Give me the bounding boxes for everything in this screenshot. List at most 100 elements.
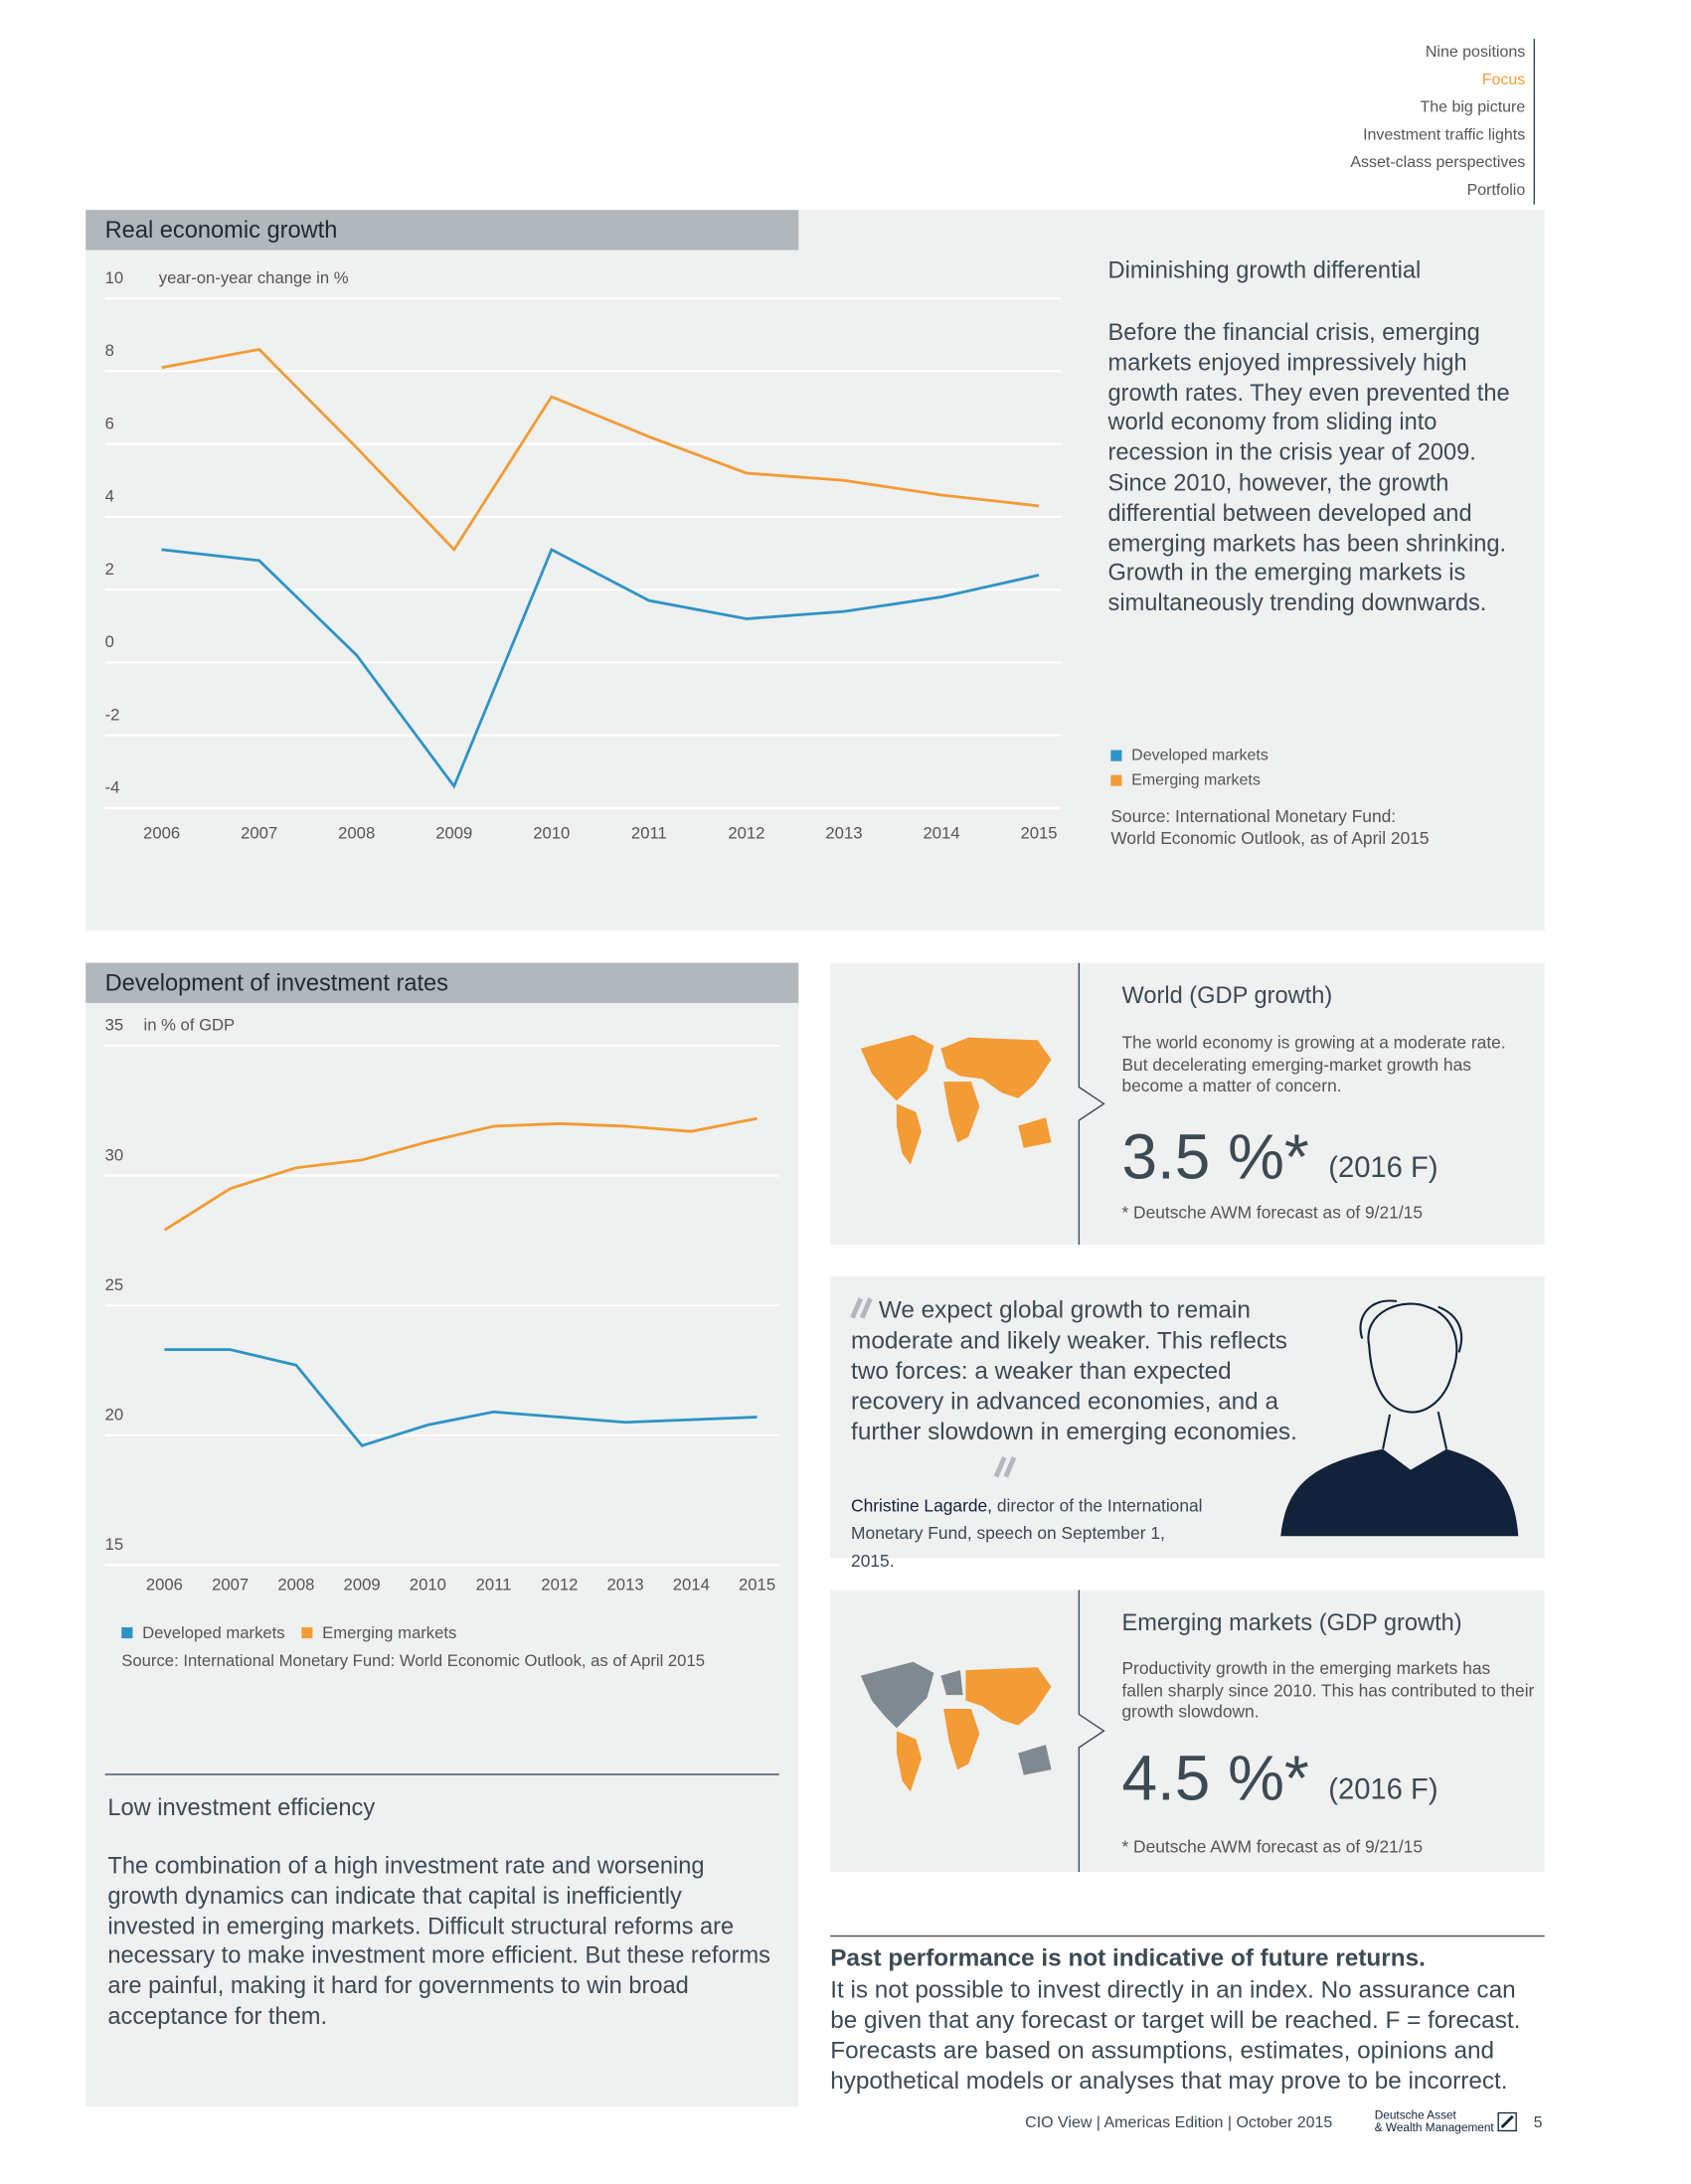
series-line — [163, 1116, 758, 1232]
chart-title: Development of investment rates — [85, 962, 799, 1003]
y-tick-label: 4 — [105, 487, 114, 506]
panel-heading: Diminishing growth differential — [1107, 256, 1422, 283]
legend-swatch — [1110, 750, 1122, 761]
y-axis-label: in % of GDP — [144, 1016, 236, 1035]
page-number: 5 — [1533, 2114, 1543, 2132]
divider — [104, 1773, 779, 1775]
legend: Developed markets Emerging markets — [1110, 748, 1268, 797]
box-body: Productivity growth in the emerging mark… — [1121, 1658, 1535, 1722]
x-tick-label: 2013 — [825, 824, 862, 843]
x-tick-label: 2013 — [607, 1575, 644, 1594]
source: Source: International Monetary Fund: Wor… — [121, 1651, 705, 1670]
brand-line: Deutsche Asset — [1374, 2107, 1456, 2122]
disclaimer-body: It is not possible to invest directly in… — [830, 1975, 1521, 2095]
legend-label: Emerging markets — [1131, 771, 1261, 789]
x-tick-label: 2008 — [338, 824, 375, 843]
quote-role: director of the International Monetary F… — [851, 1495, 1203, 1572]
legend-label: Emerging markets — [322, 1623, 456, 1642]
box-figure: 3.5 %* (2016 F) — [1121, 1119, 1437, 1194]
section-heading: Low investment efficiency — [107, 1794, 376, 1821]
footnote: * Deutsche AWM forecast as of 9/21/15 — [1121, 1837, 1423, 1857]
y-tick-label: 25 — [105, 1275, 124, 1294]
chart-title: Real economic growth — [85, 210, 799, 251]
x-tick-label: 2006 — [146, 1575, 183, 1594]
y-tick-label: 8 — [105, 341, 114, 360]
navigation: Nine positions Focus The big picture Invest… — [1350, 38, 1535, 205]
x-tick-label: 2015 — [739, 1575, 775, 1594]
growth-panel — [85, 210, 1545, 931]
x-tick-label: 2014 — [673, 1575, 710, 1594]
investment-panel — [85, 962, 799, 2107]
legend-item: Emerging markets — [1110, 771, 1268, 789]
series-line — [161, 347, 1040, 553]
y-tick-label: 10 — [105, 268, 124, 287]
quote-author: Christine Lagarde, — [851, 1495, 993, 1516]
forecast-note: (2016 F) — [1328, 1773, 1438, 1806]
brand-logo — [1497, 2111, 1517, 2132]
y-tick-label: 20 — [105, 1406, 124, 1425]
nav-item: Investment traffic lights — [1363, 126, 1526, 144]
x-tick-label: 2010 — [410, 1575, 446, 1594]
box-body: The world economy is growing at a modera… — [1121, 1033, 1506, 1096]
quote-decoration — [850, 1297, 1519, 1537]
x-tick-label: 2012 — [728, 824, 764, 843]
nav-item: Nine positions — [1425, 44, 1526, 62]
divider — [830, 1934, 1545, 1937]
forecast-value: 4.5 %* — [1121, 1742, 1309, 1814]
nav-item: The big picture — [1420, 99, 1526, 116]
x-tick-label: 2009 — [435, 824, 472, 843]
footer-publication: CIO View | Americas Edition | October 20… — [1025, 2114, 1333, 2132]
quote-attribution: Christine Lagarde, director of the Inter… — [851, 1492, 1203, 1575]
chart: 15 20 25 30 35 in % of GDP 2006 2007 2008 2009 201… — [104, 1016, 779, 1670]
chart: -4 -2 0 2 4 6 8 10 year-on-year change in % 2006 2… — [104, 268, 1062, 843]
legend-swatch — [121, 1626, 133, 1639]
y-tick-label: 35 — [105, 1016, 124, 1035]
x-tick-label: 2007 — [212, 1575, 249, 1594]
box-decoration — [860, 962, 1105, 1246]
y-axis-label: year-on-year change in % — [159, 268, 349, 287]
footer-brand: Deutsche Asset & Wealth Management — [1374, 2107, 1494, 2134]
y-tick-label: -2 — [105, 705, 120, 724]
footnote: * Deutsche AWM forecast as of 9/21/15 — [1121, 1203, 1423, 1223]
legend-swatch — [1110, 774, 1122, 786]
y-tick-label: 0 — [105, 632, 114, 651]
y-tick-label: -4 — [105, 778, 120, 797]
section-body: The combination of a high investment rat… — [107, 1852, 771, 2030]
forecast-note: (2016 F) — [1328, 1151, 1438, 1184]
nav-item: Asset-class perspectives — [1350, 154, 1526, 172]
disclaimer-heading: Past performance is not indicative of fu… — [830, 1943, 1426, 1972]
source: Source: International Monetary Fund: Wor… — [1110, 806, 1430, 848]
y-tick-label: 2 — [105, 560, 114, 579]
series-line — [164, 1348, 758, 1447]
forecast-value: 3.5 %* — [1121, 1119, 1309, 1193]
nav-item: Focus — [1481, 72, 1526, 88]
legend-swatch — [301, 1626, 313, 1639]
brand-line: & Wealth Management — [1374, 2120, 1494, 2134]
legend-label: Developed markets — [142, 1623, 285, 1642]
series-line — [161, 547, 1040, 789]
box-title: World (GDP growth) — [1121, 982, 1333, 1009]
panel-body: Before the financial crisis, emerging ma… — [1107, 319, 1510, 617]
x-tick-label: 2011 — [476, 1575, 512, 1594]
x-tick-label: 2012 — [541, 1575, 578, 1594]
x-tick-label: 2010 — [533, 824, 570, 843]
y-tick-label: 15 — [105, 1535, 124, 1554]
x-tick-label: 2015 — [1021, 824, 1058, 843]
box-figure: 4.5 %* (2016 F) — [1121, 1741, 1437, 1815]
legend-label: Developed markets — [1131, 747, 1268, 764]
x-tick-label: 2007 — [241, 824, 277, 843]
box-decoration — [860, 1590, 1105, 1872]
x-tick-label: 2008 — [277, 1575, 314, 1594]
box-title: Emerging markets (GDP growth) — [1121, 1608, 1462, 1636]
x-tick-label: 2009 — [344, 1575, 381, 1594]
x-tick-label: 2006 — [143, 824, 180, 843]
nav-item: Portfolio — [1466, 182, 1526, 200]
y-tick-label: 6 — [105, 414, 114, 432]
y-tick-label: 30 — [105, 1145, 124, 1164]
quote-text: We expect global growth to remain modera… — [851, 1295, 1297, 1445]
x-tick-label: 2014 — [923, 824, 959, 843]
x-tick-label: 2011 — [631, 824, 667, 843]
legend-item: Developed markets — [1110, 747, 1268, 764]
